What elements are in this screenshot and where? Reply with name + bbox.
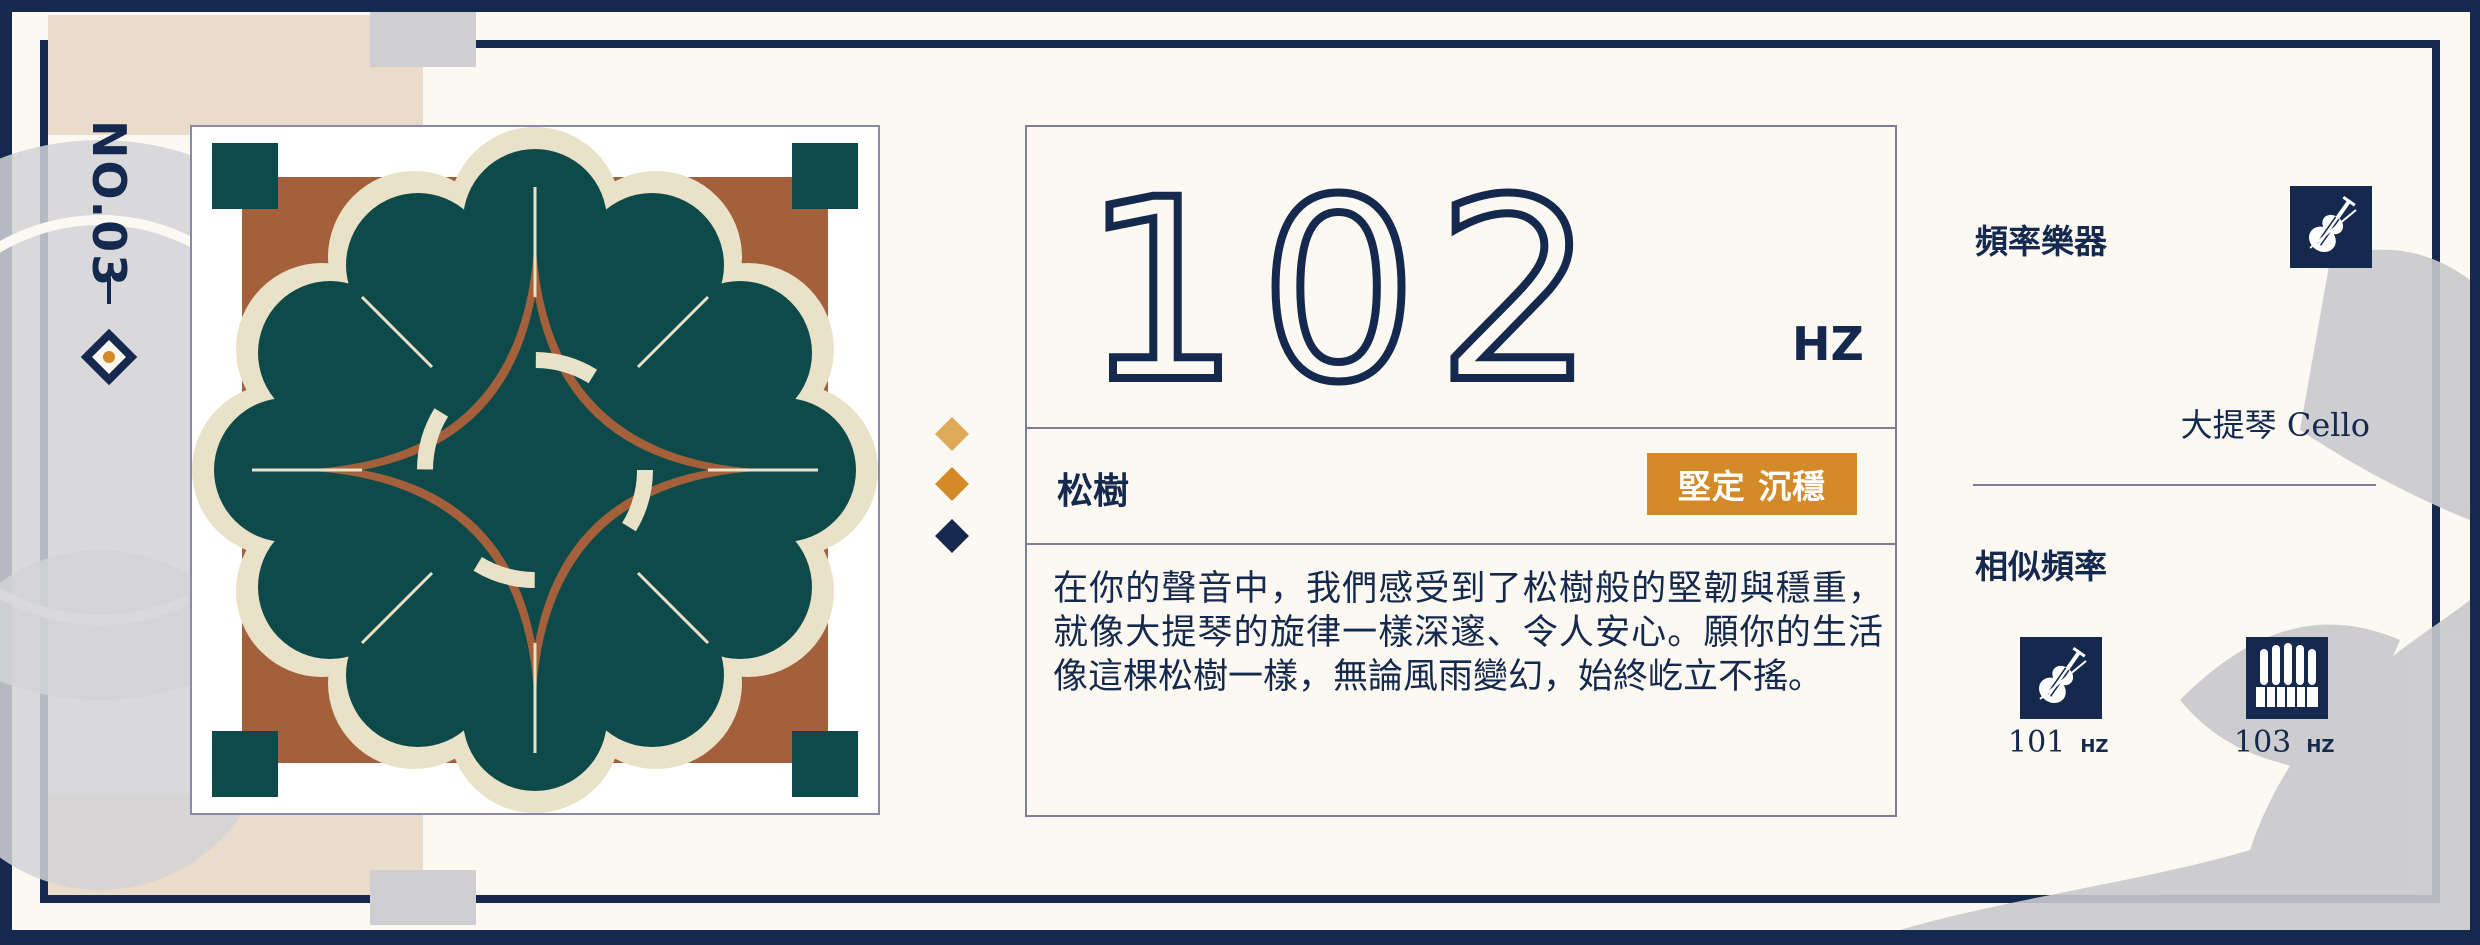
brush-decoration — [1900, 249, 2470, 930]
tile-corner — [792, 731, 858, 797]
tile-corner — [212, 731, 278, 797]
small-tile-icon — [80, 328, 138, 386]
frame-inner-bottom — [40, 895, 2440, 903]
number-divider — [107, 278, 111, 304]
gray-block-top — [370, 12, 476, 67]
similar-item-2: 103 HZ — [2234, 725, 2334, 760]
similar-item-1: 101 HZ — [2008, 725, 2108, 760]
frequency-unit: HZ — [1792, 317, 1864, 371]
right-divider — [1973, 484, 2376, 486]
card-number-text: NO.03 — [82, 120, 136, 289]
similar-item-1-icon-box — [2020, 637, 2102, 719]
tree-row: 松樹 堅定 沉穩 — [1027, 429, 1895, 545]
frame-bottom-border — [0, 930, 2480, 945]
similar-item-2-icon-box — [2246, 637, 2328, 719]
pine-tile-pattern — [192, 127, 878, 813]
instrument-section-label: 頻率樂器 — [1975, 222, 2107, 261]
trait-badge: 堅定 沉穩 — [1647, 453, 1857, 515]
similar-item-2-unit: HZ — [2306, 736, 2335, 757]
cello-icon — [2309, 195, 2357, 252]
frame-inner-top — [40, 40, 2440, 48]
scallop-flower — [192, 127, 878, 813]
tile-panel — [190, 125, 880, 815]
tile-corner — [792, 143, 858, 209]
tree-name: 松樹 — [1057, 470, 1130, 512]
beige-block-top — [48, 15, 423, 135]
tree-description: 在你的聲音中，我們感受到了松樹般的堅韌與穩重，就像大提琴的旋律一樣深邃、令人安心… — [1053, 569, 1883, 697]
gray-block-bottom — [370, 870, 476, 925]
frame-top-border — [0, 0, 2480, 12]
cello-icon — [2039, 646, 2087, 703]
tile-corner — [212, 143, 278, 209]
frequency-row: 102 HZ — [1027, 127, 1895, 429]
similar-item-1-unit: HZ — [2080, 736, 2109, 757]
similar-section-label: 相似頻率 — [1975, 547, 2107, 586]
frame-right-border — [2470, 0, 2480, 945]
frequency-panel: 102 HZ 松樹 堅定 沉穩 在你的聲音中，我們感受到了松樹般的堅韌與穩重，就… — [1025, 125, 1897, 817]
similar-item-1-value: 101 — [2008, 725, 2066, 760]
organ-icon — [2256, 643, 2318, 707]
similar-item-2-value: 103 — [2234, 725, 2292, 760]
card-number: NO.03 — [78, 120, 138, 288]
instrument-icon-box — [2290, 186, 2372, 268]
frequency-value: 102 — [1078, 146, 1614, 437]
instrument-name: 大提琴 Cello — [2180, 406, 2370, 444]
